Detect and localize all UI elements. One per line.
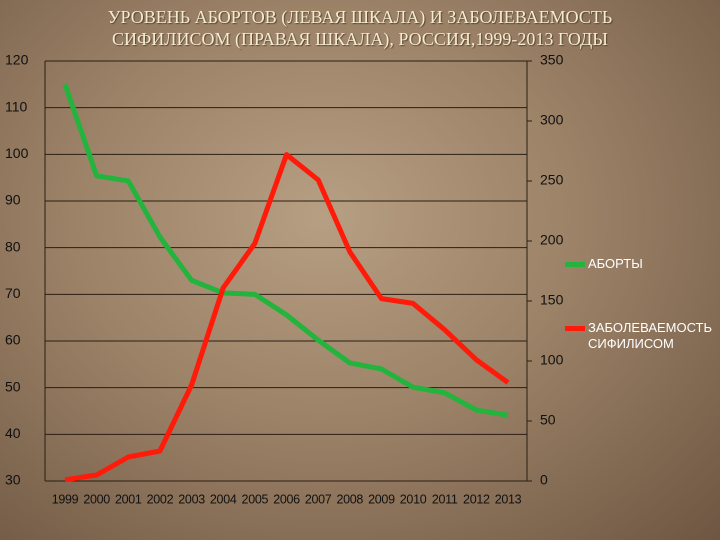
x-tick-label: 2003 <box>178 492 205 506</box>
y-tick-label: 30 <box>5 472 21 488</box>
y2-tick-label: 350 <box>540 52 564 68</box>
y-tick-label: 60 <box>5 332 21 348</box>
series-line <box>62 83 509 418</box>
x-tick-label: 2004 <box>210 492 237 506</box>
y-tick-label: 120 <box>5 52 29 68</box>
y-tick-label: 90 <box>5 192 21 208</box>
x-tick-label: 2007 <box>305 492 332 506</box>
y-tick-label: 110 <box>5 98 28 114</box>
y2-tick-label: 200 <box>540 232 564 248</box>
y2-tick-label: 250 <box>540 172 564 188</box>
x-tick-label: 1999 <box>52 492 79 506</box>
legend-swatch <box>565 326 585 331</box>
y2-tick-label: 150 <box>540 292 564 308</box>
x-tick-label: 2006 <box>273 492 300 506</box>
x-tick-label: 2008 <box>336 492 363 506</box>
chart-title: УРОВЕНЬ АБОРТОВ (ЛЕВАЯ ШКАЛА) И ЗАБОЛЕВА… <box>107 7 613 49</box>
y-tick-label: 40 <box>5 425 21 441</box>
y2-tick-label: 50 <box>540 412 556 428</box>
x-tick-label: 2013 <box>495 492 522 506</box>
legend-label: АБОРТЫ <box>588 256 643 271</box>
legend-swatch <box>565 262 585 267</box>
y-tick-label: 50 <box>5 378 21 394</box>
y2-tick-label: 300 <box>540 112 564 128</box>
x-tick-label: 2010 <box>400 492 427 506</box>
x-tick-label: 2005 <box>242 492 269 506</box>
x-tick-label: 2011 <box>432 492 458 506</box>
y-tick-label: 80 <box>5 238 21 254</box>
x-tick-label: 2000 <box>83 492 110 506</box>
legend-label: ЗАБОЛЕВАЕМОСТЬ СИФИЛИСОМ <box>588 320 713 351</box>
x-tick-label: 2002 <box>147 492 174 506</box>
y2-tick-label: 0 <box>540 472 548 488</box>
x-tick-label: 2001 <box>115 492 142 506</box>
x-tick-label: 2009 <box>368 492 395 506</box>
y-tick-label: 100 <box>5 145 29 161</box>
series-line <box>64 152 510 483</box>
y2-tick-label: 100 <box>540 352 564 368</box>
x-tick-label: 2012 <box>463 492 490 506</box>
y-tick-label: 70 <box>5 285 21 301</box>
